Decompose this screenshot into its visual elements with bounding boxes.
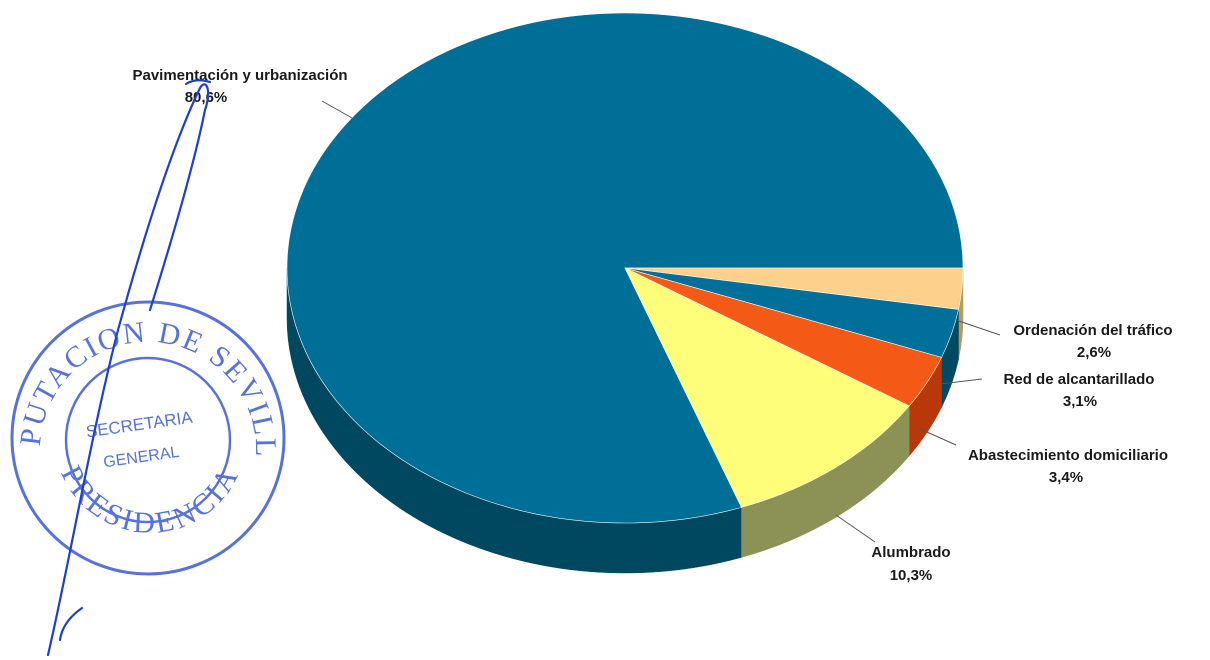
slice-value-alumbrado: 10,3%: [890, 567, 933, 584]
slice-label-abastecimiento: Abastecimiento domiciliario: [968, 447, 1168, 464]
leader-line-ordenacion: [955, 319, 1001, 336]
slice-label-red: Red de alcantarillado: [1004, 371, 1155, 388]
slice-value-abastecimiento: 3,4%: [1049, 469, 1083, 486]
stamp-center-line-2: GENERAL: [102, 444, 180, 471]
stamp-inner-ring: [64, 356, 232, 524]
slice-label-alumbrado: Alumbrado: [871, 544, 950, 561]
leader-line-abastecimiento: [917, 427, 957, 446]
slice-value-ordenacion: 2,6%: [1077, 344, 1111, 361]
stamp-bottom-text: PRESIDENCIA: [54, 460, 246, 540]
leader-line-red: [939, 378, 983, 385]
stamp-outer-ring: [10, 300, 286, 576]
official-stamp: DIPUTACION DE SEVILLA PRESIDENCIA SECRET…: [0, 0, 286, 576]
slice-value-red: 3,1%: [1063, 393, 1097, 410]
pie-slices: [286, 12, 964, 574]
leader-line-alumbrado: [835, 514, 876, 543]
stamp-center-line-1: SECRETARIA: [85, 408, 195, 442]
handwritten-signature: [46, 79, 212, 657]
slice-label-ordenacion: Ordenación del tráfico: [1013, 322, 1172, 339]
slice-alumbrado: [624, 267, 910, 508]
leader-line-pavimentacion: [321, 100, 353, 119]
slice-value-pavimentacion: 80,6%: [185, 89, 228, 106]
slice-label-pavimentacion: Pavimentación y urbanización: [132, 67, 347, 84]
slice-pavimentacion: [286, 12, 964, 524]
